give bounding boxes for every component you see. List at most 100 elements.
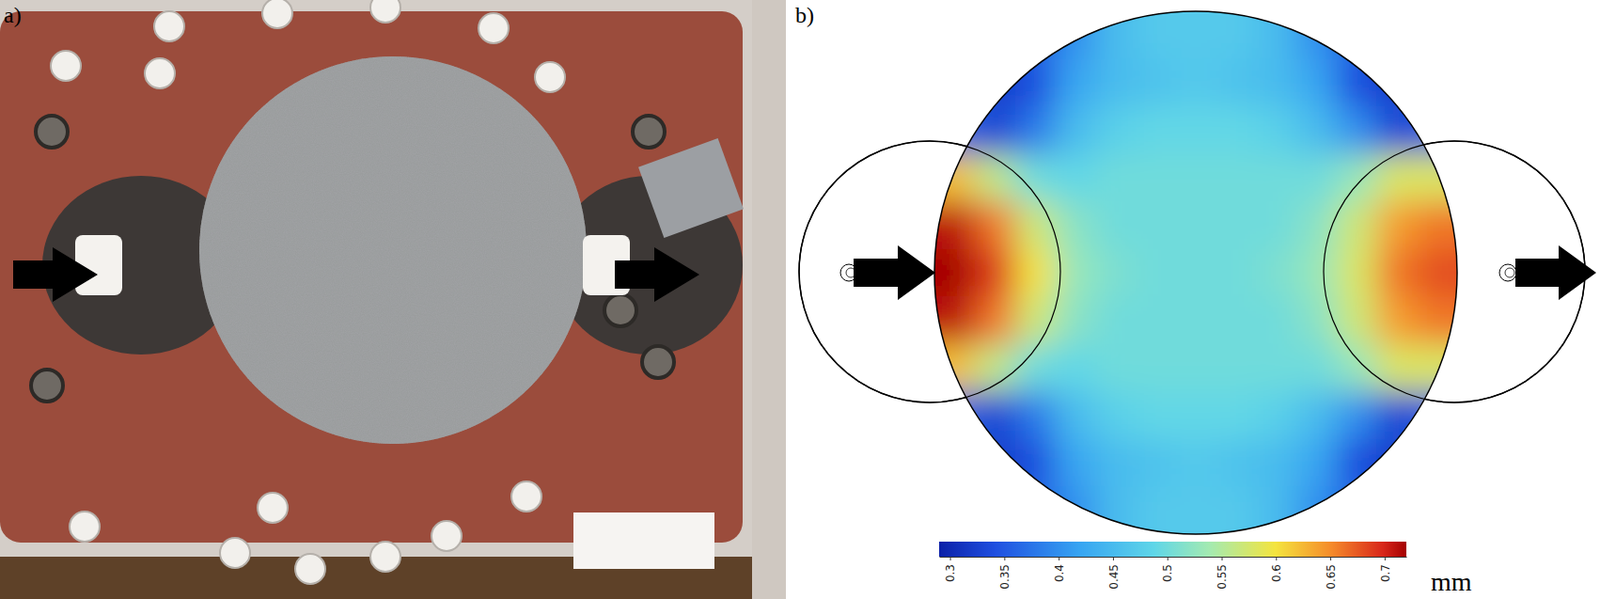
- colorbar-tick: 0.6: [1270, 556, 1284, 582]
- heatmap-cell: [1255, 249, 1298, 299]
- nylon-bolt: [219, 537, 251, 568]
- heatmap-cell: [1215, 296, 1257, 346]
- heatmap-cell: [1296, 344, 1338, 393]
- heatmap-cell: [1336, 59, 1379, 109]
- heatmap-cell: [974, 296, 1017, 346]
- panel-label: b): [795, 2, 815, 28]
- heatmap-cell: [1255, 59, 1298, 109]
- heatmap-cell: [1015, 486, 1057, 578]
- heatmap-cell: [1215, 0, 1257, 61]
- nylon-bolt: [154, 11, 185, 42]
- heatmap-cell: [1135, 154, 1177, 204]
- heatmap-cell: [1054, 391, 1097, 440]
- heatmap-cell: [1015, 201, 1057, 251]
- heatmap-cell: [1336, 391, 1379, 440]
- heatmap-cell: [1215, 154, 1257, 204]
- heatmap-cell: [892, 106, 976, 156]
- colorbar-tick-label: 0.65: [1324, 564, 1338, 590]
- flow-arrow: [614, 247, 700, 302]
- steel-screw: [642, 345, 675, 378]
- heatmap-cell: [1376, 201, 1418, 251]
- heatmap-cell: [1376, 106, 1418, 156]
- heatmap-cell: [1015, 106, 1057, 156]
- heatmap-cell: [1416, 296, 1501, 346]
- heatmap-cell: [1255, 106, 1298, 156]
- heatmap-cell: [1095, 344, 1137, 393]
- colorbar-tick-mark: [950, 556, 952, 561]
- heatmap-cell: [974, 391, 1017, 440]
- heatmap-cell: [1296, 59, 1338, 109]
- heatmap-cell: [1054, 0, 1097, 61]
- nylon-bolt: [370, 0, 401, 23]
- heatmap-cell: [1376, 439, 1418, 488]
- chamber-outline: [799, 141, 1061, 403]
- heatmap-cell: [1176, 486, 1218, 578]
- heatmap-cell: [1336, 296, 1379, 346]
- heatmap-cell: [1054, 486, 1097, 578]
- colorbar-tick-mark: [1113, 556, 1114, 561]
- nylon-bolt: [295, 553, 326, 584]
- heatmap-cells: [892, 0, 1501, 578]
- figure: a)0.30.350.40.450.50.550.60.650.7mmb): [0, 0, 1600, 599]
- colorbar-tick-label: 0.3: [943, 564, 957, 582]
- heatmap-cell: [1255, 154, 1298, 204]
- heatmap-cell: [1054, 201, 1097, 251]
- plot-area: [892, 0, 1501, 578]
- heatmap-cell: [974, 439, 1017, 488]
- heatmap-cell: [1376, 249, 1418, 299]
- photo-background: [0, 0, 786, 599]
- heatmap-cell: [974, 486, 1017, 578]
- heatmap-cell: [1095, 154, 1137, 204]
- heatmap-cell: [1176, 439, 1218, 488]
- heatmap-cell: [1095, 201, 1137, 251]
- heatmap-cell: [1015, 344, 1057, 393]
- heatmap-cell: [1296, 0, 1338, 61]
- heatmap-cell: [1215, 344, 1257, 393]
- photo-panel: [0, 0, 786, 599]
- nylon-bolt: [370, 541, 401, 572]
- heatmap-cell: [1215, 106, 1257, 156]
- outlet-port-inner: [1505, 267, 1515, 278]
- heatmap-cell: [1054, 106, 1097, 156]
- heatmap-cell: [1095, 391, 1137, 440]
- heatmap-cell: [1135, 0, 1177, 61]
- heatmap-cell: [1255, 391, 1298, 440]
- heatmap-cell: [1015, 0, 1057, 61]
- heatmap-cell: [1255, 296, 1298, 346]
- colorbar-unit: mm: [1430, 566, 1473, 597]
- steel-screw: [31, 369, 63, 402]
- colorbar-tick: 0.4: [1052, 556, 1067, 582]
- heatmap-cell: [892, 344, 976, 393]
- simulation-panel: 0.30.350.40.450.50.550.60.650.7mm: [799, 0, 1597, 597]
- heatmap-cell: [974, 0, 1017, 61]
- heatmap-cell: [1215, 439, 1257, 488]
- colorbar-tick-label: 0.35: [998, 564, 1012, 590]
- heatmap-cell: [1015, 249, 1057, 299]
- heatmap-cell: [1135, 344, 1177, 393]
- steel-screw: [35, 115, 68, 148]
- heatmap-cell: [1095, 296, 1137, 346]
- heatmap-cell: [1296, 106, 1338, 156]
- nylon-bolt: [257, 492, 288, 523]
- colorbar-tick-mark: [1275, 556, 1277, 561]
- heatmap-cell: [974, 59, 1017, 109]
- heatmap-cell: [1176, 391, 1218, 440]
- inlet-fitting: [75, 235, 123, 296]
- colorbar-tick-mark: [1330, 556, 1332, 561]
- heatmap-cell: [1135, 106, 1177, 156]
- heatmap-cell: [1176, 249, 1218, 299]
- nylon-bolt: [262, 0, 293, 29]
- heatmap-cell: [974, 106, 1017, 156]
- heatmap-cell: [1135, 439, 1177, 488]
- colorbar-tick: 0.7: [1379, 556, 1393, 582]
- heatmap-cell: [1336, 106, 1379, 156]
- nylon-bolt: [69, 511, 100, 542]
- heatmap-cell: [1296, 486, 1338, 578]
- heatmap-cell: [1376, 0, 1418, 61]
- heatmap-cell: [1416, 391, 1501, 440]
- heatmap-cell: [1015, 296, 1057, 346]
- heatmap-cell: [1135, 486, 1177, 578]
- heatmap-cell: [1376, 154, 1418, 204]
- heatmap-cell: [1135, 391, 1177, 440]
- heatmap-cell: [1176, 154, 1218, 204]
